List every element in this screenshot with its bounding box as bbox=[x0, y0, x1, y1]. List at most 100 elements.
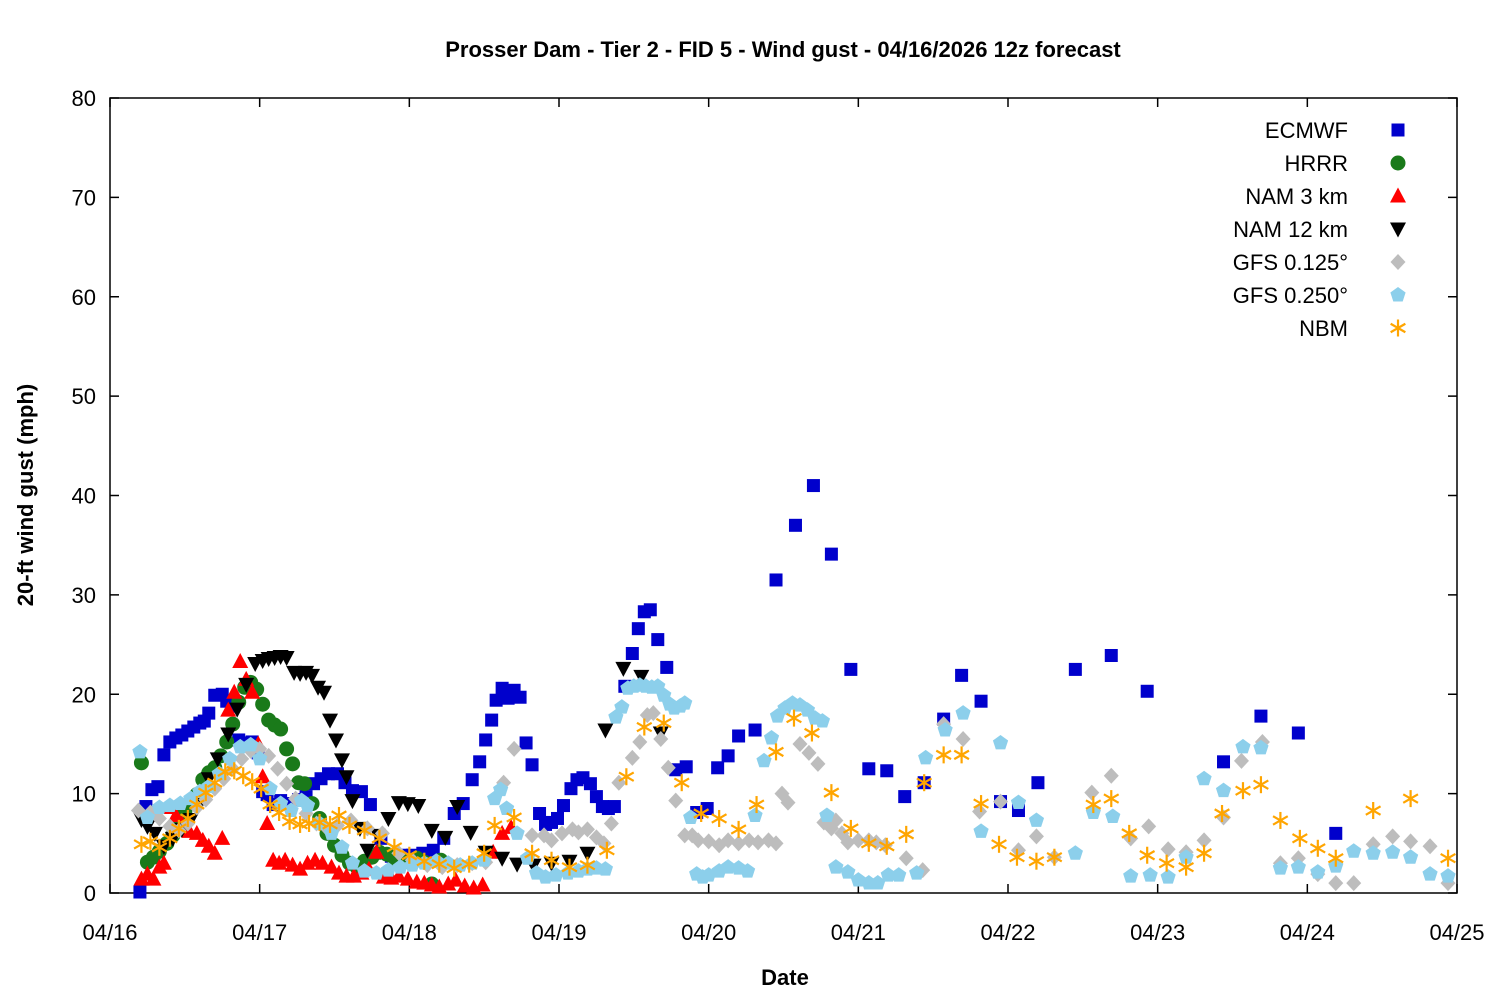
triangle-up-marker bbox=[440, 875, 457, 891]
pentagon-marker bbox=[548, 867, 564, 882]
triangle-up-marker bbox=[232, 652, 249, 668]
diamond-marker bbox=[768, 835, 784, 852]
pentagon-marker bbox=[756, 752, 772, 768]
triangle-down-marker bbox=[278, 650, 295, 666]
asterisk-marker bbox=[1085, 796, 1102, 814]
legend-entry-nbm: NBM bbox=[1299, 316, 1406, 341]
pentagon-marker bbox=[677, 695, 693, 710]
triangle-down-marker bbox=[333, 753, 350, 769]
x-tick-label: 04/25 bbox=[1429, 920, 1484, 945]
square-marker bbox=[880, 764, 894, 778]
pentagon-marker bbox=[1067, 845, 1083, 860]
square-marker bbox=[806, 479, 820, 493]
diamond-marker bbox=[780, 794, 796, 811]
asterisk-marker bbox=[953, 746, 970, 764]
asterisk-marker bbox=[1139, 846, 1156, 864]
x-tick-label: 04/19 bbox=[531, 920, 586, 945]
square-marker bbox=[660, 660, 674, 674]
asterisk-marker bbox=[1402, 790, 1419, 808]
triangle-up-marker bbox=[167, 806, 184, 822]
triangle-up-marker bbox=[456, 877, 473, 893]
asterisk-marker bbox=[151, 838, 168, 856]
pentagon-marker bbox=[139, 809, 156, 824]
triangle-up-marker bbox=[447, 871, 464, 887]
legend-entry-gfs-0-250-: GFS 0.250° bbox=[1233, 283, 1406, 308]
asterisk-marker bbox=[655, 714, 672, 732]
asterisk-marker bbox=[1440, 849, 1456, 867]
square-marker bbox=[489, 693, 503, 707]
asterisk-marker bbox=[271, 804, 288, 822]
square-marker bbox=[788, 518, 802, 532]
triangle-down-marker bbox=[615, 661, 632, 677]
legend-entry-nam-3-km: NAM 3 km bbox=[1245, 184, 1406, 209]
series-nbm bbox=[133, 709, 1456, 877]
pentagon-marker bbox=[1402, 849, 1419, 864]
pentagon-marker bbox=[918, 749, 934, 765]
asterisk-marker bbox=[161, 829, 178, 847]
square-marker bbox=[533, 807, 547, 820]
asterisk-marker bbox=[1390, 319, 1406, 337]
pentagon-marker bbox=[1160, 869, 1176, 884]
pentagon-marker bbox=[1385, 844, 1401, 859]
diamond-marker bbox=[1328, 875, 1344, 892]
pentagon-marker bbox=[222, 750, 238, 766]
pentagon-marker bbox=[499, 800, 515, 815]
pentagon-marker bbox=[828, 859, 844, 874]
asterisk-marker bbox=[476, 844, 493, 862]
x-tick-label: 04/22 bbox=[980, 920, 1035, 945]
asterisk-marker bbox=[579, 856, 596, 874]
square-marker bbox=[643, 603, 657, 617]
legend-label: NAM 12 km bbox=[1233, 217, 1348, 242]
pentagon-marker bbox=[937, 722, 953, 737]
square-marker bbox=[525, 758, 539, 772]
diamond-marker bbox=[151, 810, 167, 827]
triangle-down-marker bbox=[579, 846, 596, 862]
legend-label: NBM bbox=[1299, 316, 1348, 341]
triangle-down-marker bbox=[423, 823, 440, 839]
triangle-down-marker bbox=[220, 727, 237, 743]
triangle-down-marker bbox=[437, 830, 454, 846]
triangle-up-marker bbox=[292, 860, 309, 876]
square-marker bbox=[711, 761, 725, 775]
asterisk-marker bbox=[768, 743, 784, 761]
pentagon-marker bbox=[614, 699, 630, 714]
triangle-up-marker bbox=[259, 814, 276, 830]
triangle-up-marker bbox=[220, 701, 237, 717]
diamond-marker bbox=[1216, 809, 1232, 826]
triangle-down-marker bbox=[633, 669, 650, 685]
square-marker bbox=[898, 790, 912, 804]
asterisk-marker bbox=[1121, 824, 1138, 842]
square-marker bbox=[479, 733, 493, 747]
legend-label: NAM 3 km bbox=[1245, 184, 1348, 209]
square-marker bbox=[607, 800, 621, 814]
square-marker bbox=[1031, 776, 1045, 790]
triangle-down-marker bbox=[322, 713, 339, 729]
diamond-marker bbox=[270, 760, 286, 777]
pentagon-marker bbox=[1310, 864, 1326, 879]
triangle-down-marker bbox=[316, 685, 333, 701]
pentagon-marker bbox=[283, 802, 299, 817]
square-marker bbox=[1291, 726, 1305, 740]
diamond-marker bbox=[1160, 841, 1176, 858]
pentagon-marker bbox=[1215, 782, 1232, 798]
legend-label: GFS 0.125° bbox=[1233, 250, 1348, 275]
asterisk-marker bbox=[253, 780, 270, 798]
asterisk-marker bbox=[244, 773, 261, 791]
pentagon-marker bbox=[819, 807, 835, 822]
pentagon-marker bbox=[1010, 794, 1027, 810]
triangle-up-marker bbox=[390, 867, 407, 883]
asterisk-marker bbox=[386, 838, 403, 856]
diamond-marker bbox=[1103, 767, 1119, 784]
asterisk-marker bbox=[206, 774, 223, 792]
asterisk-marker bbox=[786, 709, 802, 727]
triangle-up-marker bbox=[145, 870, 162, 886]
pentagon-marker bbox=[380, 862, 396, 877]
pentagon-marker bbox=[1123, 868, 1139, 883]
asterisk-marker bbox=[506, 808, 523, 826]
legend-entry-gfs-0-125-: GFS 0.125° bbox=[1233, 250, 1406, 275]
asterisk-marker bbox=[281, 812, 298, 830]
chart-title: Prosser Dam - Tier 2 - FID 5 - Wind gust… bbox=[445, 37, 1121, 62]
diamond-marker bbox=[579, 821, 595, 838]
asterisk-marker bbox=[1158, 854, 1175, 872]
